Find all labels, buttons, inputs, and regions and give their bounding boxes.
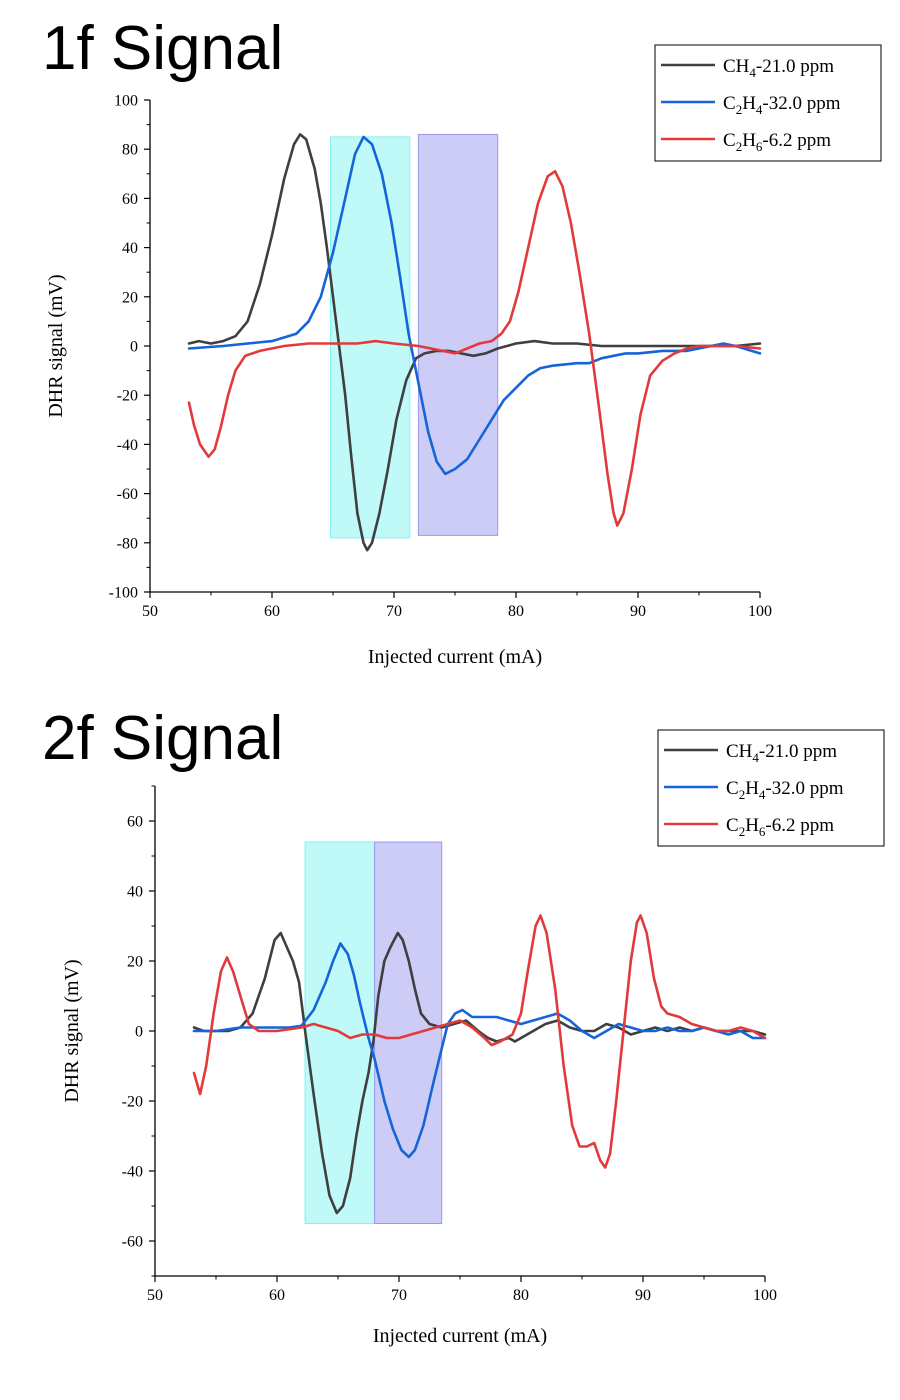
- y-axis-label: DHR signal (mV): [45, 274, 67, 417]
- x-tick-label: 100: [753, 1287, 777, 1304]
- chart-panel-1f: 1f Signal 50 60 70 80 90 100 -100 -80 -60 -40 -20 0…: [0, 0, 900, 690]
- legend-text-part: -21.0 ppm: [759, 741, 837, 762]
- legend-text-part: C: [726, 815, 739, 836]
- legend-subscript: 4: [756, 102, 763, 117]
- legend-text-part: -6.2 ppm: [765, 815, 834, 836]
- y-tick-label: 20: [127, 954, 143, 971]
- y-tick-label: -80: [117, 535, 138, 552]
- legend-subscript: 2: [739, 824, 746, 839]
- chart-1f: 50 60 70 80 90 100 -100 -80 -60 -40 -20 0 20 40 60 80 10…: [45, 44, 882, 668]
- legend-text-part: -6.2 ppm: [762, 130, 831, 151]
- y-tick-label: -20: [122, 1094, 143, 1111]
- x-tick-label: 90: [635, 1287, 651, 1304]
- series-line-3: [187, 170, 762, 527]
- legend-label-3: C2H6-6.2 ppm: [726, 815, 834, 839]
- legend-label-1: CH4-21.0 ppm: [723, 56, 834, 80]
- legend-text-part: -32.0 ppm: [765, 778, 843, 799]
- y-tick-label: 60: [127, 814, 143, 831]
- chart-2f: 50 60 70 80 90 100 -60 -40 -20 0 20 40 60 Injected cu…: [61, 729, 885, 1347]
- legend-text-part: -32.0 ppm: [762, 93, 840, 114]
- x-tick-label: 70: [386, 603, 402, 620]
- highlight-band-1: [330, 136, 411, 539]
- x-tick-label: 80: [508, 603, 524, 620]
- legend-text-part: H: [745, 815, 759, 836]
- y-axis-label: DHR signal (mV): [61, 959, 83, 1102]
- legend-subscript: 2: [739, 787, 746, 802]
- x-tick-label: 80: [513, 1287, 529, 1304]
- series-line-1: [187, 133, 762, 552]
- legend-subscript: 6: [759, 824, 766, 839]
- legend-text-part: -21.0 ppm: [756, 56, 834, 77]
- series-line-1: [192, 931, 767, 1215]
- y-tick-label: -60: [122, 1234, 143, 1251]
- series-line-2: [187, 135, 762, 476]
- y-tick-label: -60: [117, 486, 138, 503]
- legend-text-part: CH: [726, 741, 753, 762]
- legend-label-2: C2H4-32.0 ppm: [723, 93, 841, 117]
- highlight-band-2: [417, 133, 499, 536]
- y-tick-label: -40: [122, 1164, 143, 1181]
- y-tick-label: -40: [117, 437, 138, 454]
- y-tick-label: -20: [117, 388, 138, 405]
- x-tick-label: 50: [147, 1287, 163, 1304]
- y-tick-label: -100: [109, 585, 138, 602]
- legend-text-part: H: [745, 778, 759, 799]
- legend-text-part: C: [723, 130, 736, 151]
- x-tick-label: 50: [142, 603, 158, 620]
- x-tick-label: 90: [630, 603, 646, 620]
- chart-panel-2f: 2f Signal 50 60 70 80 90 100 -60 -40 -20 0 20 40 60 I…: [0, 690, 900, 1400]
- legend-subscript: 4: [759, 787, 766, 802]
- legend-label-3: C2H6-6.2 ppm: [723, 130, 831, 154]
- x-tick-label: 100: [748, 603, 772, 620]
- legend-subscript: 2: [736, 102, 743, 117]
- y-tick-label: 60: [122, 191, 138, 208]
- legend-subscript: 4: [752, 750, 759, 765]
- legend-subscript: 4: [749, 65, 756, 80]
- x-axis-label: Injected current (mA): [373, 1325, 547, 1347]
- x-tick-label: 60: [269, 1287, 285, 1304]
- y-tick-label: 0: [135, 1024, 143, 1041]
- series-line-3: [192, 914, 767, 1169]
- x-tick-label: 60: [264, 603, 280, 620]
- legend-text-part: CH: [723, 56, 750, 77]
- series-line-2: [192, 942, 767, 1159]
- legend-label-2: C2H4-32.0 ppm: [726, 778, 844, 802]
- y-tick-label: 40: [127, 884, 143, 901]
- y-tick-label: 40: [122, 240, 138, 257]
- legend-text-part: C: [726, 778, 739, 799]
- chart-title: 1f Signal: [42, 14, 284, 83]
- x-tick-label: 70: [391, 1287, 407, 1304]
- y-tick-label: 0: [130, 339, 138, 356]
- y-tick-label: 100: [114, 93, 138, 110]
- legend-text-part: H: [742, 93, 756, 114]
- legend-text-part: H: [742, 130, 756, 151]
- legend-label-1: CH4-21.0 ppm: [726, 741, 837, 765]
- y-tick-label: 80: [122, 142, 138, 159]
- legend-text-part: C: [723, 93, 736, 114]
- x-axis-label: Injected current (mA): [368, 646, 542, 668]
- highlight-band-2: [374, 841, 443, 1224]
- legend-subscript: 2: [736, 139, 743, 154]
- legend-subscript: 6: [756, 139, 763, 154]
- chart-title: 2f Signal: [42, 704, 284, 773]
- y-tick-label: 20: [122, 289, 138, 306]
